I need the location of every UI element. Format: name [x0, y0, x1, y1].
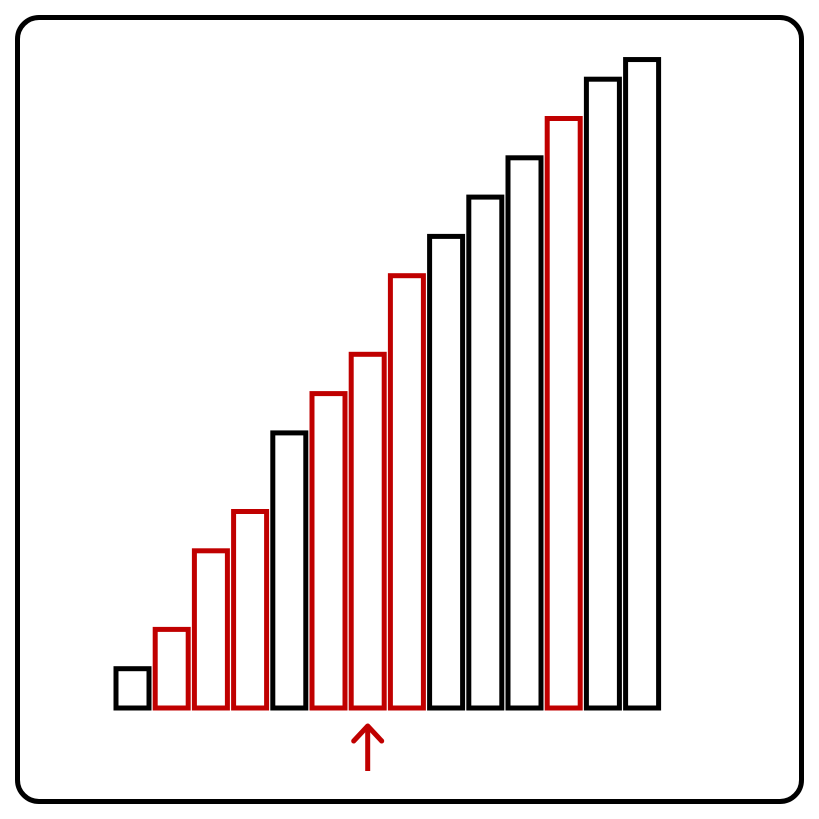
- bar: [623, 57, 662, 711]
- pointer-arrow-icon: [351, 723, 385, 771]
- bar-highlighted: [309, 391, 348, 711]
- bar: [583, 76, 622, 711]
- bars-group: [113, 57, 662, 711]
- bar-highlighted: [231, 509, 270, 711]
- bar-highlighted: [191, 548, 230, 711]
- bar: [270, 430, 309, 711]
- bar-highlighted: [544, 116, 583, 711]
- bar: [505, 155, 544, 711]
- bar-highlighted: [152, 626, 191, 711]
- bar: [466, 194, 505, 711]
- bar: [113, 666, 152, 711]
- bar: [427, 233, 466, 711]
- pointer-arrow-head: [351, 723, 385, 744]
- bar-highlighted: [348, 351, 387, 711]
- bar-highlighted: [387, 273, 426, 711]
